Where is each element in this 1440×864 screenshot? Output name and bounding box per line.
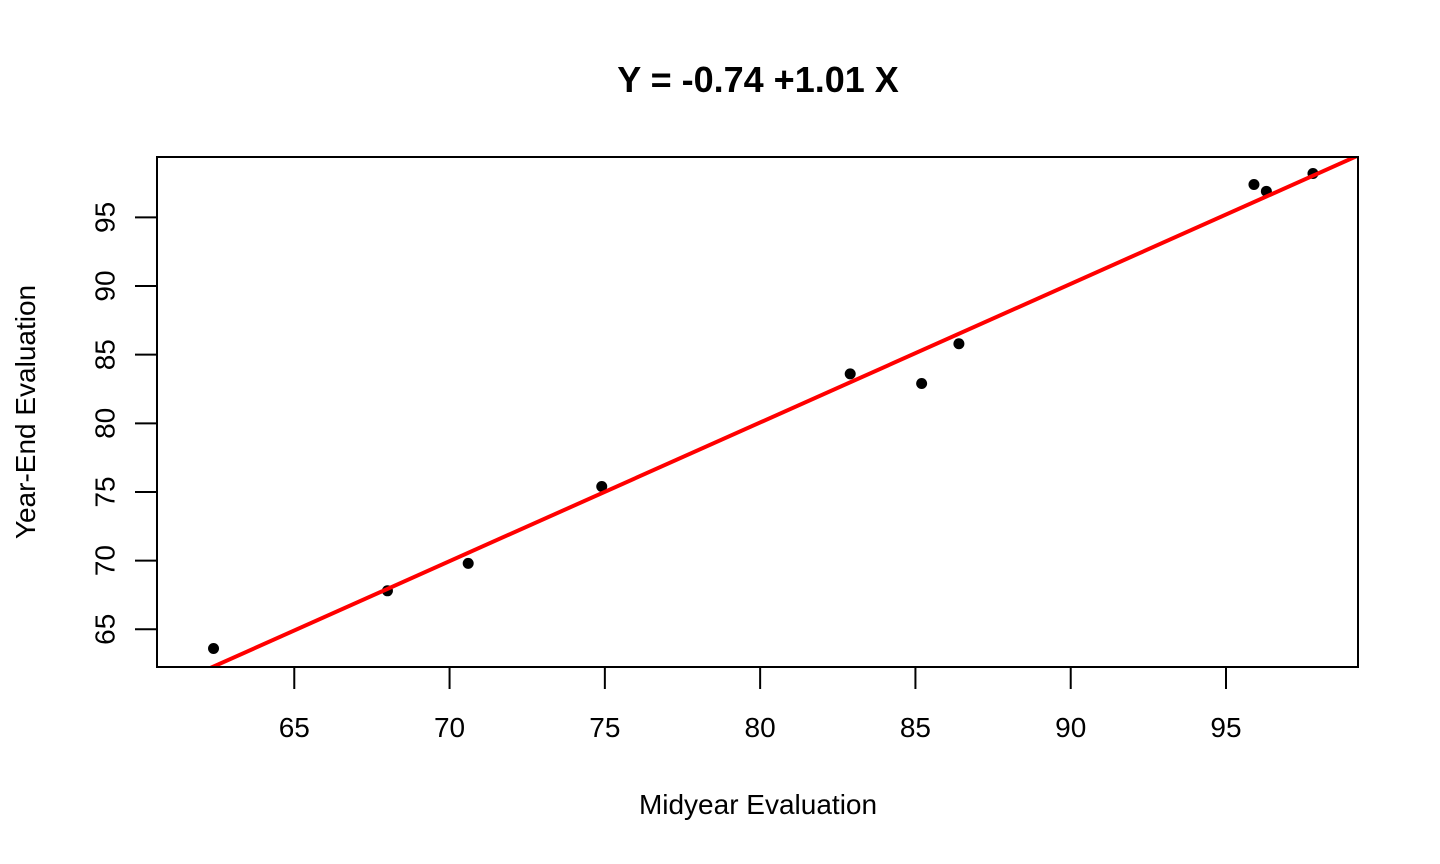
x-axis-label: Midyear Evaluation	[639, 789, 877, 820]
x-tick-label: 65	[279, 712, 310, 743]
data-points	[208, 167, 1319, 654]
data-point	[953, 338, 965, 350]
y-tick-label: 85	[90, 339, 121, 370]
y-tick-label: 70	[90, 545, 121, 576]
x-tick-label: 75	[589, 712, 620, 743]
x-tick-label: 90	[1055, 712, 1086, 743]
data-point	[596, 480, 608, 492]
data-point	[462, 557, 474, 569]
x-tick-label: 85	[900, 712, 931, 743]
regression-line	[207, 157, 1358, 667]
y-tick-label: 90	[90, 270, 121, 301]
y-tick-label: 95	[90, 202, 121, 233]
x-tick-label: 95	[1210, 712, 1241, 743]
y-tick-label: 75	[90, 476, 121, 507]
y-axis: 65 70 75 80 85 90 95	[90, 202, 158, 645]
x-axis: 65 70 75 80 85 90 95	[279, 666, 1242, 743]
data-point	[208, 642, 220, 654]
regression-line-layer	[207, 157, 1358, 667]
x-tick-label: 70	[434, 712, 465, 743]
chart-title: Y = -0.74 +1.01 X	[617, 59, 899, 100]
data-point	[844, 368, 856, 380]
data-point	[916, 378, 928, 390]
y-tick-label: 65	[90, 614, 121, 645]
data-point	[1248, 178, 1260, 190]
plot-frame	[156, 156, 1359, 668]
x-tick-label: 80	[745, 712, 776, 743]
y-tick-label: 80	[90, 408, 121, 439]
y-axis-label: Year-End Evaluation	[10, 285, 41, 539]
